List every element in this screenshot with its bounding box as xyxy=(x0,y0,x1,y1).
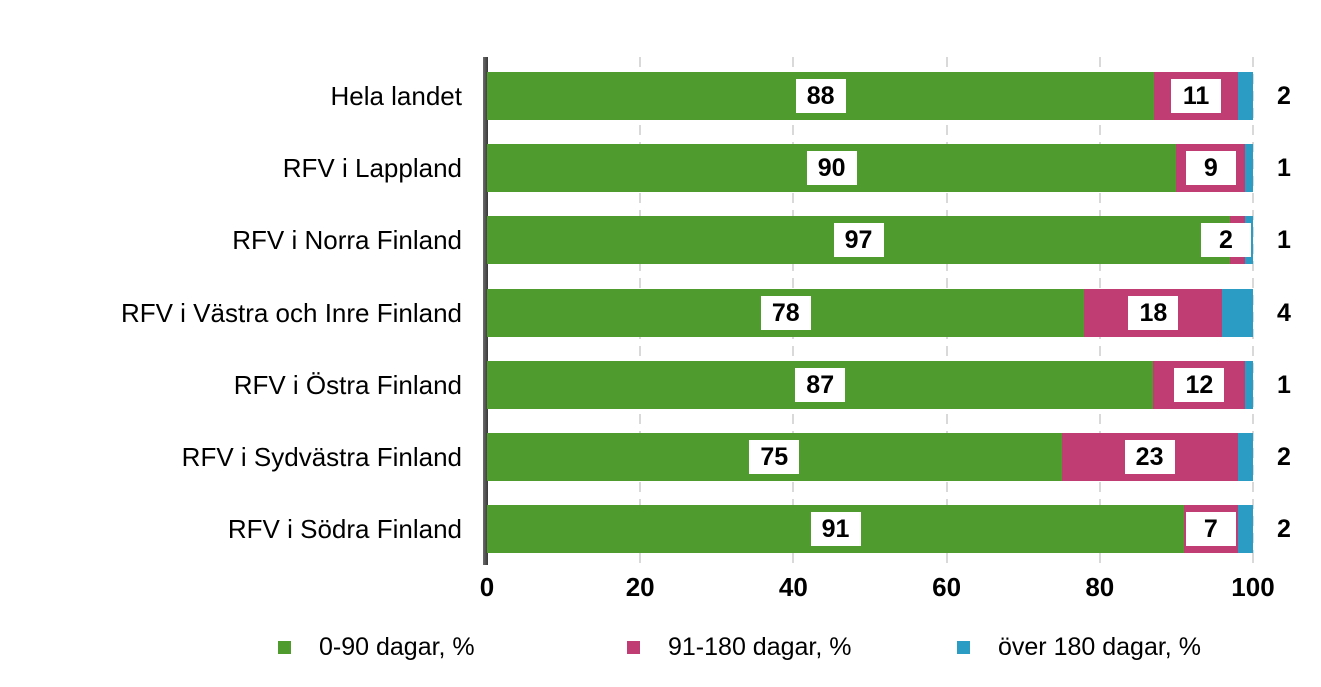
bar-segment--ver-180-dagar- xyxy=(1245,144,1253,193)
value-label-blue: 4 xyxy=(1277,298,1291,327)
value-label-pink: 2 xyxy=(1201,223,1251,258)
bar-row-6: 91 7 2 xyxy=(487,505,1291,554)
bar-row-0: 88 11 2 xyxy=(487,72,1291,120)
axis-tick xyxy=(639,555,642,563)
value-label-blue: 2 xyxy=(1277,82,1291,110)
category-label-2: RFV i Norra Finland xyxy=(232,225,462,256)
value-label-pink: 23 xyxy=(1124,440,1175,474)
category-label-3: RFV i Västra och Inre Finland xyxy=(120,297,462,328)
legend-label: över 180 dagar, % xyxy=(998,632,1201,661)
value-label-blue: 1 xyxy=(1277,370,1291,399)
value-label-blue: 1 xyxy=(1277,154,1291,183)
value-label-green: 75 xyxy=(749,440,800,474)
value-label-pink: 18 xyxy=(1128,295,1179,330)
bar-segment--ver-180-dagar- xyxy=(1237,72,1253,120)
x-tick-label-40: 40 xyxy=(778,572,808,602)
value-label-pink: 9 xyxy=(1185,151,1236,186)
legend-swatch-icon xyxy=(627,640,640,654)
category-label-1: RFV i Lappland xyxy=(282,153,462,184)
category-label-0: Hela landet xyxy=(330,81,462,111)
value-label-blue: 2 xyxy=(1277,443,1291,471)
gridline-100 xyxy=(1252,57,1254,555)
bar-row-3: 78 18 4 xyxy=(487,288,1291,337)
axis-tick xyxy=(792,555,795,563)
legend-label: 0-90 dagar, % xyxy=(319,632,475,661)
bar-row-5: 75 23 2 xyxy=(487,433,1291,481)
value-label-pink: 7 xyxy=(1185,512,1236,547)
plot-area: 88 11 2 90 9 1 97 2 1 78 18 4 87 12 1 75 23 2 91 7 2 xyxy=(487,57,1291,555)
x-tick-label-20: 20 xyxy=(625,572,655,602)
x-tick-label-100: 100 xyxy=(1231,572,1275,602)
axis-tick xyxy=(1098,555,1101,563)
value-label-green: 78 xyxy=(760,295,811,330)
value-label-blue: 2 xyxy=(1277,515,1291,544)
value-label-green: 97 xyxy=(833,223,884,258)
y-axis-line xyxy=(483,57,488,565)
value-label-green: 91 xyxy=(810,512,861,547)
value-label-blue: 1 xyxy=(1277,226,1291,255)
category-label-4: RFV i Östra Finland xyxy=(233,369,462,400)
bar-row-4: 87 12 1 xyxy=(487,360,1291,409)
value-label-green: 88 xyxy=(795,79,846,113)
axis-tick xyxy=(945,555,948,563)
bar-segment--ver-180-dagar- xyxy=(1237,505,1253,554)
value-label-pink: 12 xyxy=(1174,367,1225,402)
axis-tick xyxy=(1252,555,1254,563)
value-label-green: 87 xyxy=(795,367,846,402)
legend-item-1: 91-180 dagar, % xyxy=(627,632,851,662)
legend-swatch-icon xyxy=(278,640,291,654)
x-tick-label-60: 60 xyxy=(932,572,962,602)
value-label-green: 90 xyxy=(806,151,857,186)
bar-row-2: 97 2 1 xyxy=(487,216,1291,265)
legend-item-0: 0-90 dagar, % xyxy=(278,632,475,662)
x-tick-label-0: 0 xyxy=(479,572,495,602)
bar-row-1: 90 9 1 xyxy=(487,144,1291,193)
legend-item-2: över 180 dagar, % xyxy=(957,632,1201,662)
bar-segment--ver-180-dagar- xyxy=(1245,360,1253,409)
legend-swatch-icon xyxy=(957,640,970,654)
category-label-5: RFV i Sydvästra Finland xyxy=(181,442,462,472)
bar-segment--ver-180-dagar- xyxy=(1222,288,1253,337)
value-label-pink: 11 xyxy=(1171,79,1222,113)
legend-label: 91-180 dagar, % xyxy=(668,632,852,661)
bar-segment--ver-180-dagar- xyxy=(1237,433,1253,481)
category-label-6: RFV i Södra Finland xyxy=(227,514,462,545)
x-tick-label-80: 80 xyxy=(1085,572,1115,602)
